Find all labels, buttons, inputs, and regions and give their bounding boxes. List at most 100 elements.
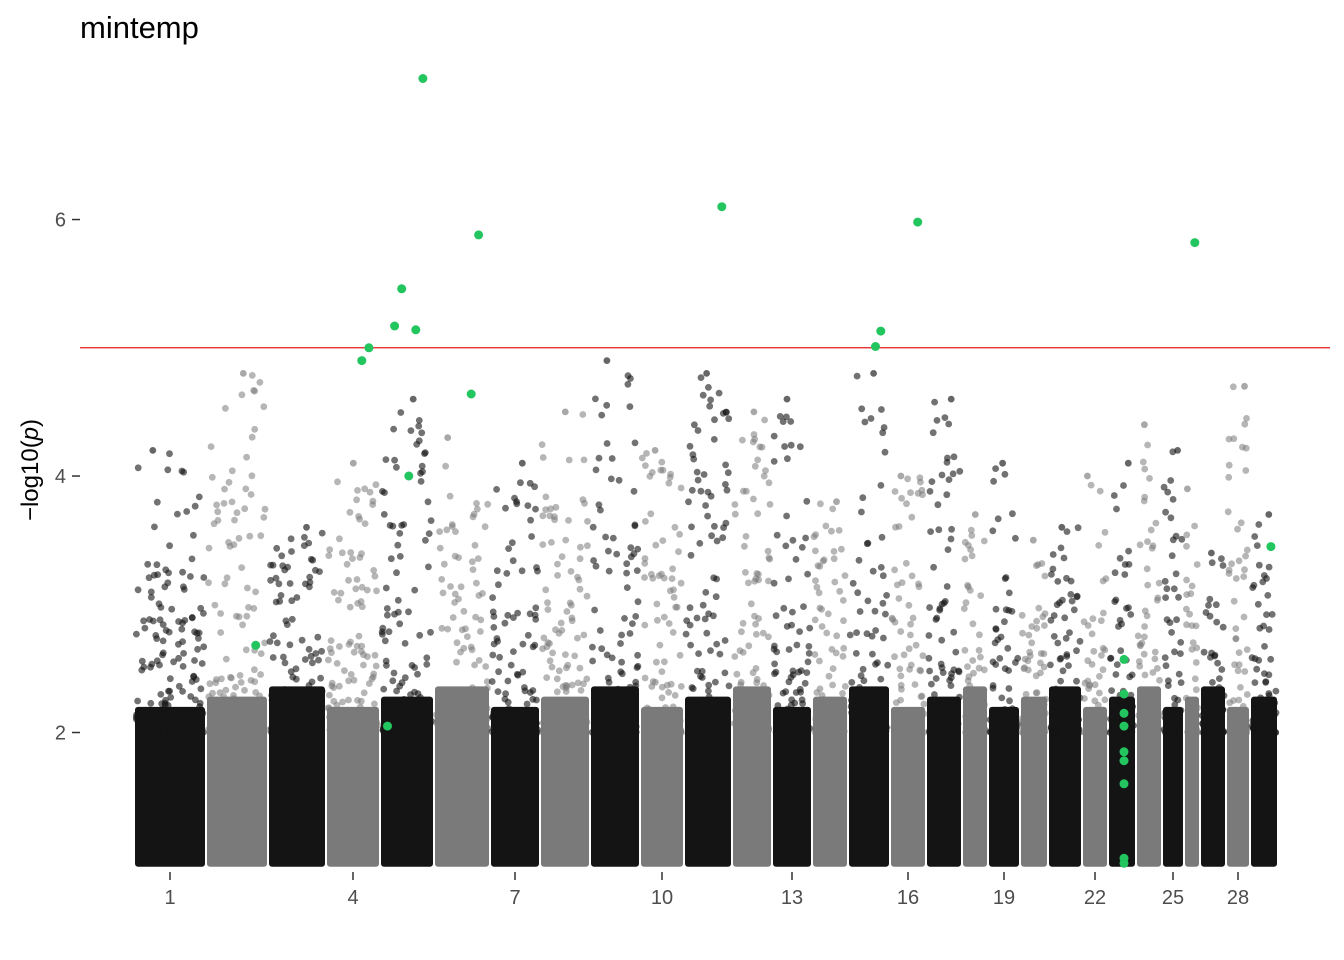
snp-point: [1242, 467, 1250, 474]
snp-point: [490, 624, 498, 631]
snp-point: [1135, 712, 1142, 719]
snp-point: [1161, 654, 1169, 661]
snp-point: [457, 583, 465, 591]
snp-point: [373, 587, 380, 595]
snp-point: [305, 645, 313, 653]
snp-point: [805, 643, 813, 650]
snp-point: [502, 504, 509, 512]
snp-point: [1251, 727, 1258, 735]
snp-point: [956, 467, 964, 475]
snp-point: [1184, 728, 1191, 736]
snp-point: [1206, 595, 1214, 603]
snp-point: [207, 443, 215, 450]
y-tick-label: 4: [55, 466, 66, 488]
snp-point: [382, 456, 390, 463]
snp-point: [758, 443, 766, 451]
snp-point: [343, 560, 351, 568]
snp-point: [897, 707, 905, 715]
snp-point: [217, 629, 225, 636]
snp-point: [567, 568, 575, 575]
snp-point: [1142, 704, 1150, 711]
snp-point: [813, 583, 821, 591]
snp-point: [1063, 653, 1071, 660]
snp-point: [407, 691, 414, 698]
snp-point: [820, 696, 827, 703]
snp-point: [539, 512, 547, 520]
snp-point: [1050, 633, 1058, 640]
snp-point: [547, 505, 555, 513]
chromosome-band-8: [541, 696, 589, 867]
snp-point: [471, 661, 478, 669]
snp-point: [761, 702, 768, 710]
snp-point: [1098, 652, 1105, 659]
snp-point: [818, 623, 826, 630]
snp-point-max: [1265, 511, 1273, 518]
snp-point: [878, 406, 885, 413]
chromosome-band-22: [1083, 706, 1107, 867]
snp-point: [1172, 570, 1180, 578]
snp-point: [817, 500, 824, 508]
snp-point: [346, 603, 354, 611]
snp-point: [453, 658, 460, 666]
y-axis-label-close: ): [17, 419, 44, 427]
snp-point: [419, 720, 427, 728]
snp-point: [134, 697, 142, 705]
snp-point: [372, 662, 380, 670]
snp-point: [688, 523, 695, 531]
snp-point: [762, 467, 769, 474]
snp-point: [205, 579, 212, 587]
snp-point: [674, 711, 681, 718]
snp-point: [785, 646, 793, 653]
snp-point: [141, 624, 149, 632]
snp-point: [1116, 616, 1124, 624]
snp-point: [698, 696, 706, 704]
snp-point: [539, 719, 547, 727]
snp-point: [1152, 519, 1160, 527]
snp-point: [856, 608, 864, 615]
snp-point: [1258, 697, 1266, 705]
snp-point: [992, 713, 999, 720]
snp-point-max: [1184, 485, 1191, 493]
snp-point: [552, 710, 560, 718]
snp-point: [230, 718, 238, 726]
snp-point: [301, 656, 309, 663]
y-tick-label: 2: [55, 723, 66, 745]
snp-point: [1007, 715, 1015, 723]
snp-point: [417, 469, 424, 477]
snp-point: [1090, 647, 1098, 655]
snp-point: [1052, 701, 1060, 709]
snp-point: [439, 589, 447, 597]
snp-point: [570, 722, 578, 730]
snp-point: [339, 698, 346, 706]
snp-point: [771, 642, 778, 650]
snp-point: [1271, 699, 1279, 707]
snp-point: [552, 503, 560, 511]
snp-point: [605, 678, 613, 686]
snp-point: [1272, 687, 1280, 695]
snp-point: [453, 639, 461, 647]
snp-point: [1001, 575, 1009, 582]
snp-point: [1141, 465, 1149, 473]
snp-point: [980, 686, 988, 694]
snp-point: [247, 711, 255, 718]
snp-point: [336, 535, 343, 543]
snp-point: [306, 706, 314, 713]
snp-point: [532, 505, 539, 513]
snp-point: [961, 555, 969, 563]
snp-point: [153, 498, 161, 506]
snp-point: [1126, 697, 1133, 705]
snp-point: [345, 696, 352, 704]
snp-point: [531, 641, 539, 649]
snp-point: [1050, 612, 1058, 619]
snp-point: [147, 699, 155, 707]
snp-point: [904, 475, 911, 483]
snp-point: [253, 711, 261, 719]
snp-point: [895, 523, 903, 530]
snp-point: [170, 658, 178, 666]
snp-point: [527, 516, 534, 524]
snp-point: [815, 589, 823, 597]
snp-point: [1001, 470, 1009, 478]
snp-point: [909, 614, 917, 622]
snp-point: [379, 488, 386, 495]
snp-point: [223, 574, 231, 582]
